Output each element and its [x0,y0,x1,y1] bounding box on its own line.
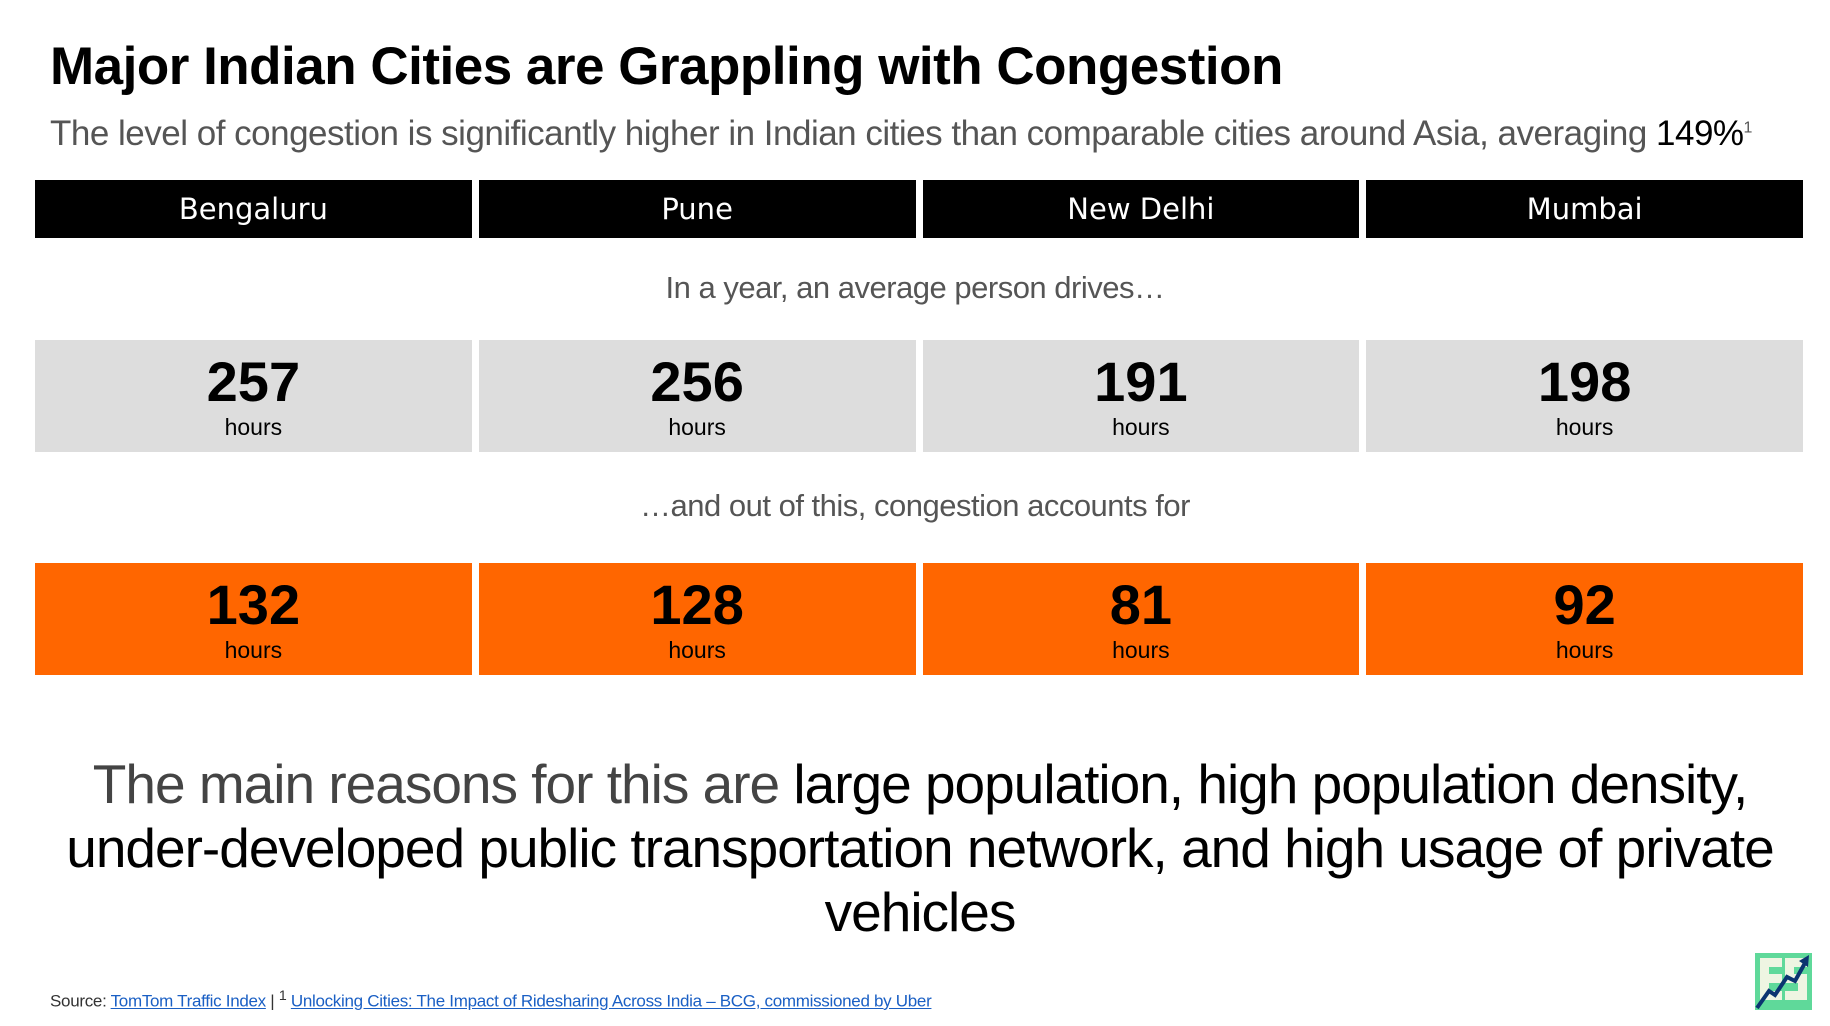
hours-value: 257 [206,349,301,413]
subtitle-highlight: 149% [1656,114,1744,153]
separator: | [265,991,279,1011]
source-footer: Source: TomTom Traffic Index | 1 Unlocki… [50,988,932,1012]
hours-value: 132 [206,572,301,636]
congestion-hours-cell: 81 hours [922,563,1360,675]
drive-hours-cell: 191 hours [922,340,1360,452]
city-header: Bengaluru [35,180,472,238]
hours-value: 128 [650,572,744,636]
hours-value: 81 [1109,572,1173,636]
congestion-caption: …and out of this, congestion accounts fo… [640,488,1190,523]
congestion-hours-row: 132 hours 128 hours 81 hours 92 hours [35,563,1803,675]
hours-unit: hours [668,413,726,440]
hours-unit: hours [1555,413,1614,440]
hours-value: 256 [650,349,744,413]
drive-caption: In a year, an average person drives… [665,270,1165,305]
city-header-row: Bengaluru Pune New Delhi Mumbai [35,180,1803,238]
hours-unit: hours [1112,636,1170,663]
hours-value: 92 [1553,572,1616,636]
city-header: Pune [478,180,916,238]
hours-value: 191 [1094,349,1188,413]
hours-unit: hours [668,636,726,663]
drive-hours-cell: 198 hours [1366,340,1803,452]
drive-hours-cell: 257 hours [35,340,472,452]
tomtom-link[interactable]: TomTom Traffic Index [110,991,267,1011]
hours-unit: hours [1112,413,1170,440]
footnote-marker: 1 [1743,119,1753,137]
city-header: New Delhi [922,180,1360,238]
hours-value: 198 [1537,349,1632,413]
city-header: Mumbai [1366,180,1803,238]
subtitle-text: The level of congestion is significantly… [50,114,1657,153]
subtitle: The level of congestion is significantly… [50,114,1752,154]
footnote-marker: 1 [278,988,287,1004]
reasons-statement: The main reasons for this are large popu… [40,752,1800,944]
hours-unit: hours [224,636,283,663]
congestion-hours-cell: 132 hours [35,563,472,675]
page-title: Major Indian Cities are Grappling with C… [50,37,1283,96]
congestion-hours-cell: 92 hours [1366,563,1803,675]
reasons-lead: The main reasons for this are [92,753,794,815]
bcg-report-link[interactable]: Unlocking Cities: The Impact of Rideshar… [290,991,932,1011]
source-label: Source: [50,991,111,1011]
reasons-emphasis: large population, high population densit… [66,753,1774,943]
congestion-hours-cell: 128 hours [478,563,916,675]
brand-logo-icon [1755,953,1812,1010]
drive-hours-cell: 256 hours [478,340,916,452]
hours-unit: hours [1555,636,1614,663]
hours-unit: hours [224,413,283,440]
drive-hours-row: 257 hours 256 hours 191 hours 198 hours [35,340,1803,452]
